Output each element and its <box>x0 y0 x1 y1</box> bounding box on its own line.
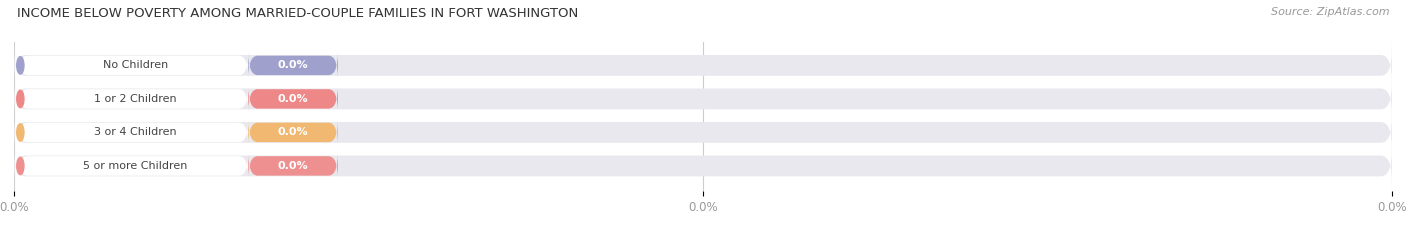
Text: 0.0%: 0.0% <box>278 127 308 137</box>
FancyBboxPatch shape <box>14 82 1392 115</box>
FancyBboxPatch shape <box>14 116 1392 149</box>
FancyBboxPatch shape <box>14 49 1392 82</box>
Text: 0.0%: 0.0% <box>278 94 308 104</box>
FancyBboxPatch shape <box>14 150 1392 182</box>
Text: 1 or 2 Children: 1 or 2 Children <box>94 94 177 104</box>
FancyBboxPatch shape <box>18 86 249 112</box>
FancyBboxPatch shape <box>18 52 249 79</box>
Text: 3 or 4 Children: 3 or 4 Children <box>94 127 177 137</box>
Text: 5 or more Children: 5 or more Children <box>83 161 187 171</box>
FancyBboxPatch shape <box>249 119 337 145</box>
FancyBboxPatch shape <box>18 153 249 179</box>
FancyBboxPatch shape <box>249 86 337 112</box>
Circle shape <box>17 124 24 141</box>
FancyBboxPatch shape <box>18 119 249 145</box>
Text: 0.0%: 0.0% <box>278 161 308 171</box>
FancyBboxPatch shape <box>249 52 337 79</box>
Text: 0.0%: 0.0% <box>278 60 308 70</box>
Text: Source: ZipAtlas.com: Source: ZipAtlas.com <box>1271 7 1389 17</box>
Text: No Children: No Children <box>103 60 169 70</box>
Circle shape <box>17 157 24 175</box>
FancyBboxPatch shape <box>249 153 337 179</box>
Circle shape <box>17 57 24 74</box>
Circle shape <box>17 90 24 108</box>
Text: INCOME BELOW POVERTY AMONG MARRIED-COUPLE FAMILIES IN FORT WASHINGTON: INCOME BELOW POVERTY AMONG MARRIED-COUPL… <box>17 7 578 20</box>
